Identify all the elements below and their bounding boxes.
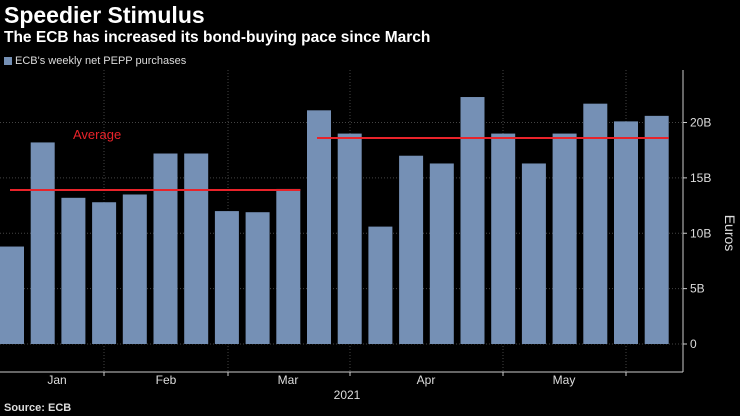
bar — [368, 226, 393, 344]
bar — [583, 103, 608, 344]
y-tick-label: 10B — [690, 226, 711, 240]
bar — [521, 163, 546, 344]
bar — [184, 153, 209, 344]
source-note: Source: ECB — [4, 402, 72, 414]
bar — [337, 133, 362, 344]
bar — [276, 188, 301, 344]
bar — [307, 110, 331, 344]
y-axis-label: Euros — [722, 215, 738, 252]
x-axis-label: 2021 — [334, 388, 361, 402]
bar — [552, 133, 577, 344]
chart-title: Speedier Stimulus — [4, 2, 205, 28]
bar — [214, 211, 239, 344]
y-tick-label: 5B — [690, 282, 705, 296]
bar — [429, 163, 454, 344]
x-tick-label: Jan — [47, 373, 66, 387]
bar — [122, 194, 147, 344]
average-label: Average — [73, 127, 121, 142]
bar — [644, 115, 669, 344]
y-tick-label: 15B — [690, 171, 711, 185]
bar — [245, 212, 270, 344]
bar — [30, 142, 55, 344]
bar — [491, 133, 516, 344]
x-tick-label: Apr — [417, 373, 436, 387]
y-tick-label: 0 — [690, 337, 697, 351]
x-tick-label: Feb — [156, 373, 177, 387]
legend-label: ECB's weekly net PEPP purchases — [15, 55, 187, 67]
x-tick-label: May — [553, 373, 576, 387]
x-tick-label: Mar — [278, 373, 299, 387]
bar — [153, 153, 178, 344]
bar — [61, 197, 86, 344]
legend-swatch — [4, 57, 12, 65]
y-tick-label: 20B — [690, 116, 711, 130]
bar — [399, 155, 424, 344]
bar — [0, 246, 24, 344]
chart-subtitle: The ECB has increased its bond-buying pa… — [4, 29, 431, 46]
bar — [92, 202, 117, 344]
legend: ECB's weekly net PEPP purchases — [4, 55, 186, 67]
bar — [614, 121, 638, 344]
bar — [460, 97, 485, 344]
